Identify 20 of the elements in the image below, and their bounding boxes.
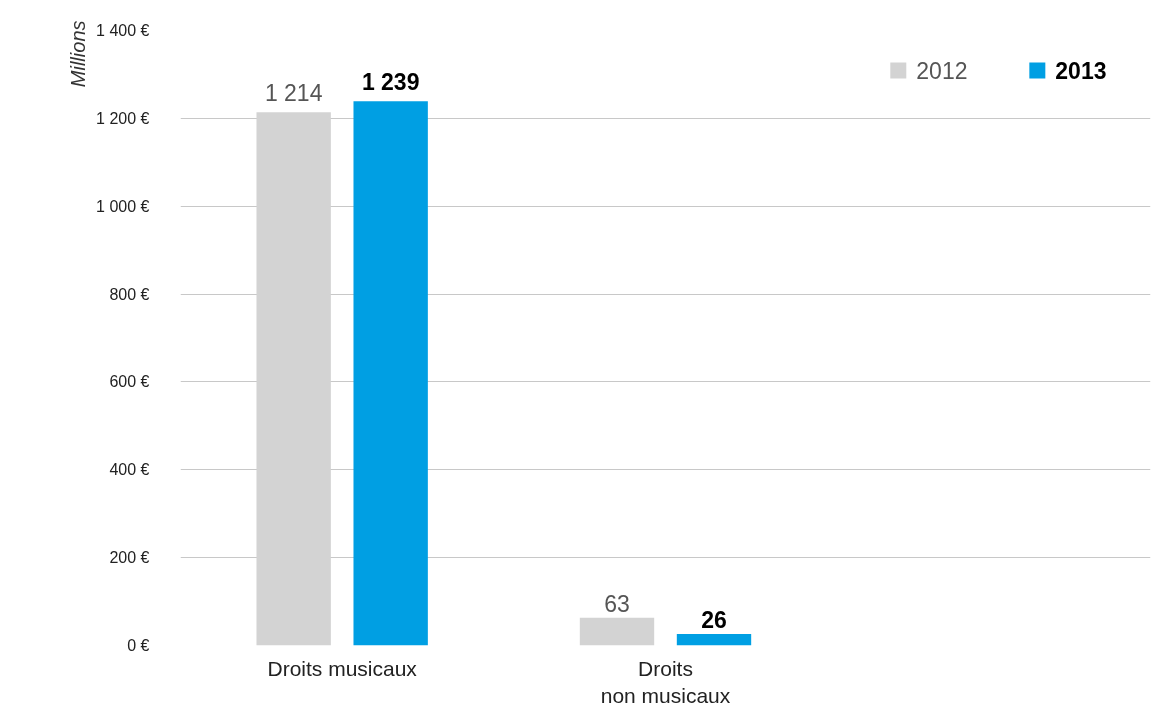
data-label: 1 239 [361, 69, 420, 96]
y-tick-label: 400 € [109, 461, 150, 479]
y-tick-label: 600 € [109, 373, 150, 391]
x-tick-label: Droits non musicaux [600, 656, 731, 708]
y-tick-label: 1 200 € [96, 109, 150, 127]
x-tick-label: Droits musicaux [267, 656, 418, 680]
data-label: 63 [604, 590, 630, 617]
bar [676, 634, 752, 646]
legend-label: 2012 [916, 57, 968, 84]
bar [579, 617, 655, 646]
data-label: 1 214 [264, 80, 323, 107]
bar [353, 101, 428, 646]
y-tick-label: 0 € [127, 637, 150, 654]
y-tick-label: 1 000 € [96, 197, 150, 215]
data-label: 26 [701, 607, 727, 634]
y-axis-title: Millions [66, 20, 89, 88]
legend-label: 2013 [1055, 57, 1107, 84]
y-tick-label: 800 € [109, 285, 150, 303]
y-tick-label: 200 € [109, 549, 150, 567]
y-tick-label: 1 400 € [96, 22, 150, 39]
